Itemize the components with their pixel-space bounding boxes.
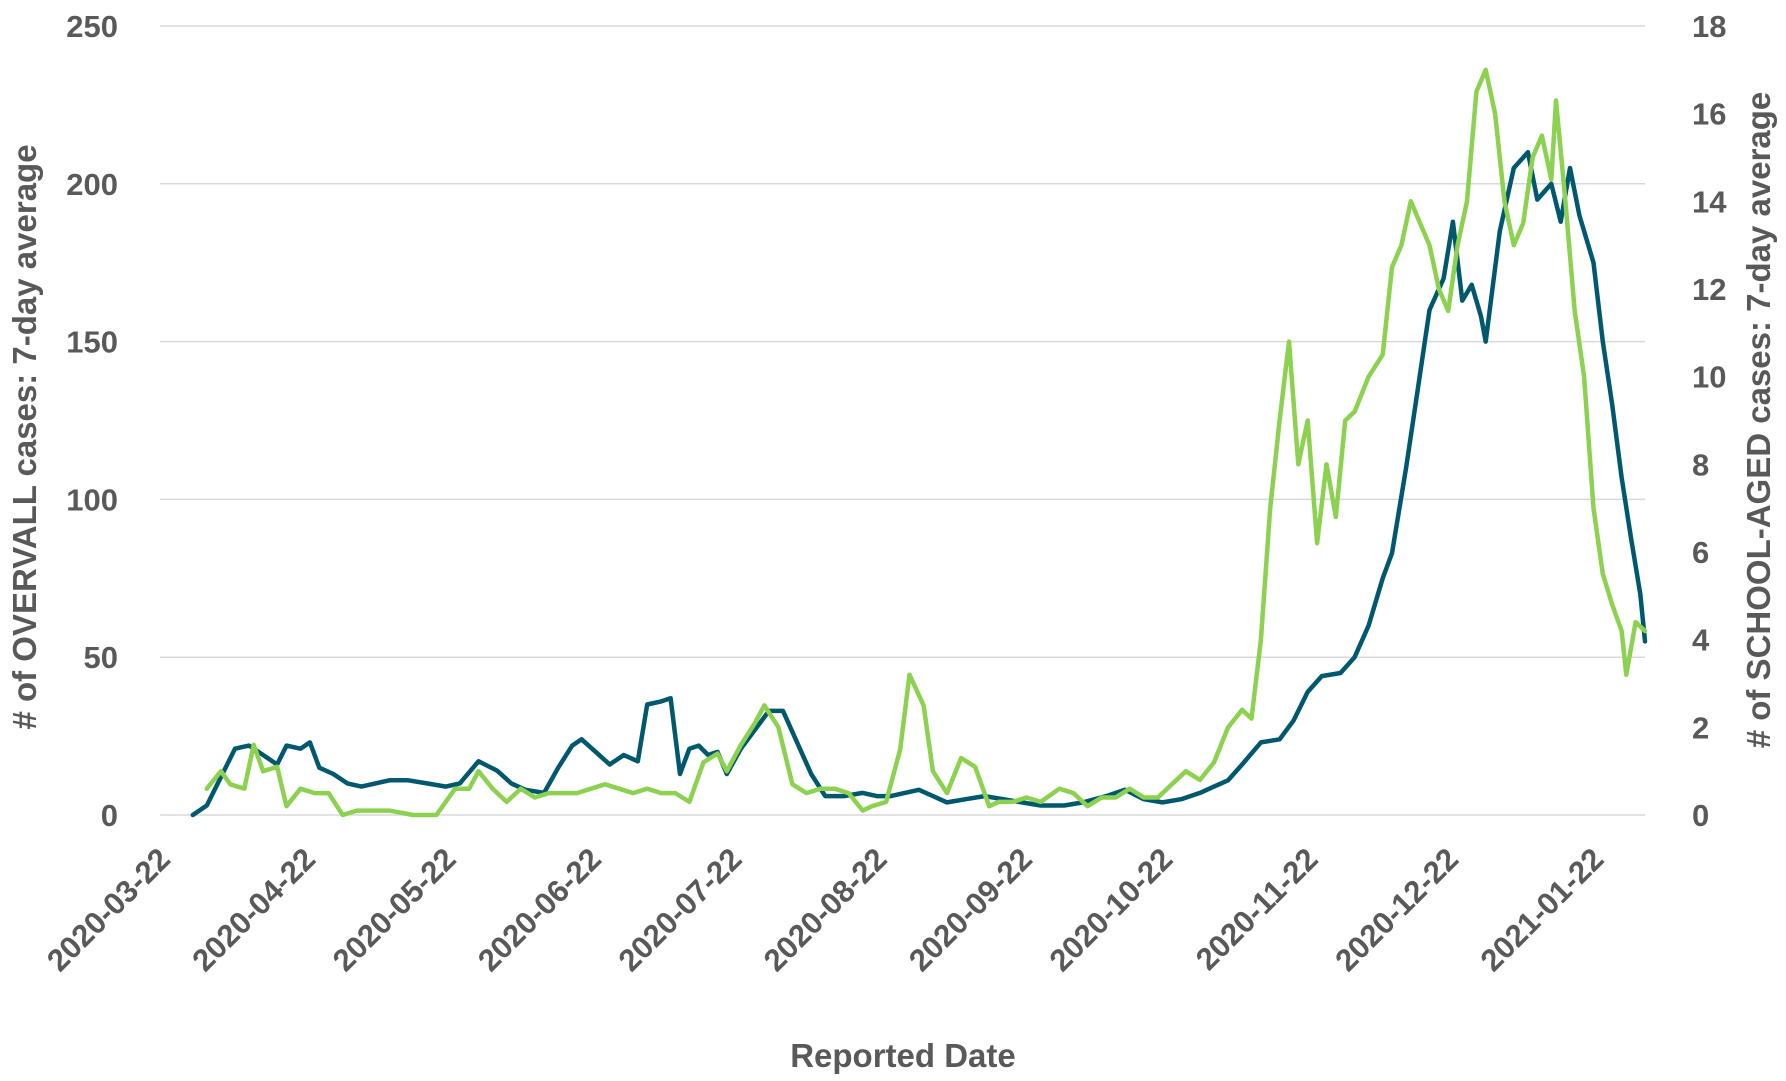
x-tick-label: 2020-08-22 <box>757 841 894 978</box>
right-y-tick-label: 4 <box>1692 623 1710 658</box>
series-layer <box>190 67 1648 818</box>
right-y-tick-label: 2 <box>1692 710 1709 745</box>
right-y-tick-label: 14 <box>1692 184 1727 219</box>
x-tick-label: 2021-01-22 <box>1474 841 1611 978</box>
right-y-tick-label: 16 <box>1692 97 1726 132</box>
x-tick-label: 2020-03-22 <box>40 841 177 978</box>
right-y-tick-label: 18 <box>1692 9 1726 44</box>
right-y-tick-label: 6 <box>1692 535 1709 570</box>
left-y-axis-title: # of OVERVALL cases: 7-day average <box>6 144 43 729</box>
left-y-axis-ticks: 0 50 100 150 200 250 <box>66 9 118 833</box>
x-tick-label: 2020-10-22 <box>1043 841 1180 978</box>
left-y-tick-label: 250 <box>66 9 118 44</box>
overall-series-line <box>190 149 1648 818</box>
left-y-tick-label: 0 <box>101 798 118 833</box>
school-aged-series-line <box>204 67 1648 818</box>
x-tick-label: 2020-05-22 <box>326 841 463 978</box>
grid-lines <box>160 25 1645 816</box>
x-tick-label: 2020-09-22 <box>902 841 1039 978</box>
right-y-tick-label: 0 <box>1692 798 1709 833</box>
left-y-tick-label: 150 <box>66 325 118 360</box>
right-y-tick-label: 10 <box>1692 360 1726 395</box>
x-tick-label: 2020-11-22 <box>1189 841 1325 977</box>
x-tick-label: 2020-06-22 <box>471 841 608 978</box>
right-y-axis-ticks: 0 2 4 6 8 10 12 14 16 18 <box>1692 9 1727 833</box>
x-axis-ticks: 2020-03-22 2020-04-22 2020-05-22 2020-06-22… <box>40 841 1610 978</box>
x-axis-title: Reported Date <box>790 1037 1016 1074</box>
right-y-tick-label: 12 <box>1692 272 1726 307</box>
left-y-tick-label: 200 <box>66 167 118 202</box>
left-y-tick-label: 100 <box>66 482 118 517</box>
x-tick-label: 2020-04-22 <box>185 841 322 978</box>
right-y-axis-title: # of SCHOOL-AGED cases: 7-day average <box>1740 92 1777 749</box>
x-tick-label: 2020-07-22 <box>612 841 749 978</box>
left-y-tick-label: 50 <box>84 640 118 675</box>
x-tick-label: 2020-12-22 <box>1328 841 1465 978</box>
right-y-tick-label: 8 <box>1692 447 1709 482</box>
